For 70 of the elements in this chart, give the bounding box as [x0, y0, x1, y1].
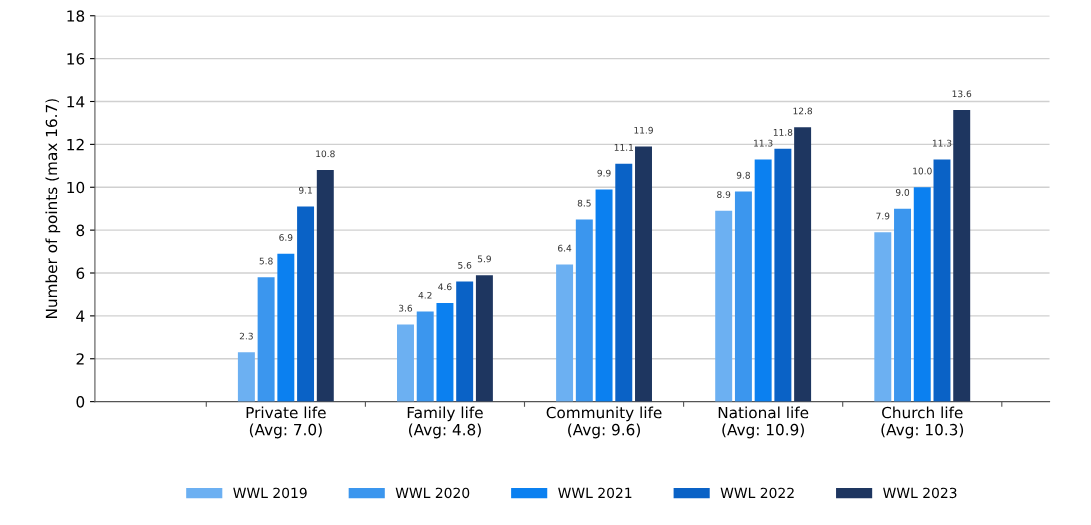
- y-tick-label: 16: [67, 53, 85, 65]
- bar: [615, 163, 633, 402]
- bar: [794, 127, 812, 402]
- y-tick-label: 0: [76, 396, 85, 408]
- legend-label: WWL 2021: [558, 487, 632, 499]
- data-label: 13.6: [952, 90, 972, 98]
- legend-label: WWL 2023: [883, 487, 957, 499]
- bar: [595, 189, 613, 402]
- bar: [436, 303, 454, 402]
- data-label: 4.6: [438, 283, 452, 291]
- data-label: 11.8: [773, 128, 793, 136]
- y-tick-label: 10: [67, 181, 85, 194]
- bar: [894, 208, 912, 402]
- data-label: 12.8: [793, 107, 813, 115]
- data-label: 11.3: [932, 139, 952, 147]
- bar: [635, 146, 652, 402]
- data-label: 9.9: [597, 169, 611, 177]
- y-tick-label: 14: [67, 96, 85, 108]
- y-tick-label: 8: [76, 224, 85, 237]
- x-tick-label: National life (Avg: 10.9): [718, 406, 809, 439]
- data-label: 6.9: [279, 234, 293, 241]
- x-tick-label: Private life (Avg: 7.0): [246, 406, 326, 439]
- y-axis-title: Number of points (max 16.7): [45, 99, 61, 319]
- data-label: 9.8: [736, 171, 750, 179]
- data-label: 11.9: [634, 126, 653, 134]
- bar: [316, 170, 334, 402]
- legend-label: WWL 2022: [720, 487, 794, 499]
- bar: [953, 110, 971, 402]
- bar: [734, 191, 752, 402]
- bar: [397, 324, 414, 402]
- legend-label: WWL 2020: [395, 487, 470, 499]
- data-label: 7.9: [876, 212, 890, 220]
- bar: [456, 281, 474, 402]
- x-tick-label: Community life (Avg: 9.6): [546, 406, 662, 439]
- data-label: 3.6: [399, 304, 413, 312]
- x-tick-label: Family life (Avg: 4.8): [407, 406, 483, 439]
- data-label: 4.2: [418, 291, 432, 299]
- data-label: 5.6: [458, 261, 472, 269]
- data-label: 6.4: [558, 244, 572, 252]
- bar: [257, 277, 275, 402]
- data-label: 10.8: [316, 150, 335, 158]
- y-tick-label: 2: [76, 353, 84, 365]
- bar: [277, 253, 295, 402]
- bar: [297, 206, 315, 402]
- data-label: 11.1: [614, 144, 633, 151]
- bar: [774, 148, 792, 402]
- data-label: 2.3: [239, 332, 253, 340]
- legend-label: WWL 2019: [233, 487, 307, 499]
- y-tick-label: 18: [67, 10, 85, 22]
- y-tick-label: 6: [76, 267, 85, 280]
- bar: [715, 210, 733, 402]
- data-label: 5.9: [477, 255, 491, 263]
- bar: [475, 275, 493, 402]
- bar: [913, 187, 931, 402]
- data-label: 9.1: [298, 186, 312, 194]
- bar: [416, 311, 434, 402]
- data-label: 8.5: [577, 199, 591, 207]
- y-tick-label: 4: [76, 310, 85, 322]
- data-label: 9.0: [895, 189, 910, 196]
- bar: [237, 352, 255, 402]
- data-label: 5.8: [259, 257, 273, 265]
- data-label: 11.3: [754, 139, 773, 147]
- bar: [754, 159, 772, 402]
- y-tick-label: 12: [67, 138, 84, 151]
- data-label: 8.9: [717, 191, 731, 198]
- bar: [556, 264, 574, 402]
- bar: [933, 159, 951, 402]
- data-label: 10.0: [913, 167, 932, 175]
- bar: [575, 219, 593, 402]
- x-tick-label: Church life (Avg: 10.3): [881, 406, 964, 439]
